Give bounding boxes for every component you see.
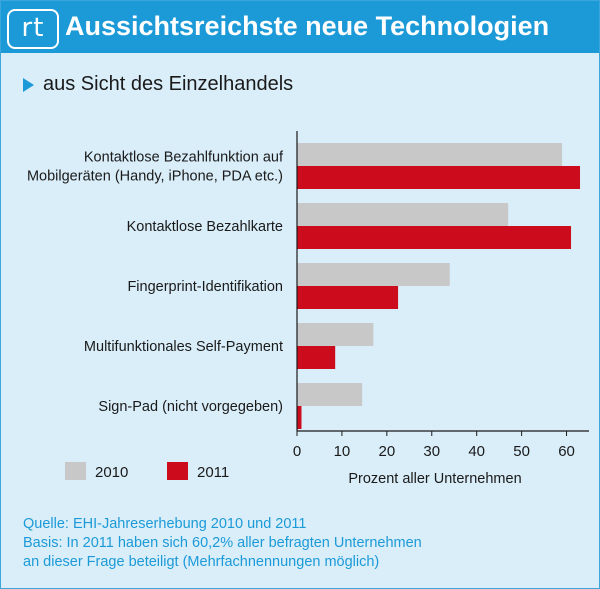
bar-2011-4 xyxy=(297,406,302,429)
x-tick-label-2: 20 xyxy=(379,443,396,460)
logo-text: rt xyxy=(21,13,45,43)
x-tick-label-0: 0 xyxy=(293,443,301,460)
category-label-1-0: Kontaktlose Bezahlkarte xyxy=(127,219,283,235)
chart-title: Aussichtsreichste neue Technologien xyxy=(65,11,550,41)
triangle-bullet-icon xyxy=(23,78,34,92)
bar-chart: Kontaktlose Bezahlfunktion auf Mobilgerät… xyxy=(27,131,589,487)
legend-swatch-2011 xyxy=(167,462,188,480)
legend-label-2011: 2011 xyxy=(197,464,229,481)
bar-2011-3 xyxy=(297,346,336,369)
footer-line-basis: Basis: In 2011 haben sich 60,2% aller be… xyxy=(23,535,422,551)
category-label-4-0: Sign-Pad (nicht vorgegeben) xyxy=(98,399,283,415)
x-axis-title: Prozent aller Unternehmen xyxy=(348,471,521,487)
bar-2010-2 xyxy=(297,263,450,286)
bar-2011-0 xyxy=(297,166,581,189)
footer-line-note: an dieser Frage beteiligt (Mehrfachnennu… xyxy=(23,554,380,570)
x-tick-label-5: 50 xyxy=(513,443,530,460)
bar-2010-4 xyxy=(297,383,363,406)
header-bar: rt Aussichtsreichste neue Technologien xyxy=(1,1,599,53)
footer-line-source: Quelle: EHI-Jahreserhebung 2010 und 2011 xyxy=(23,516,307,532)
category-label-0-1: Mobilgeräten (Handy, iPhone, PDA etc.) xyxy=(27,169,283,185)
bar-2010-1 xyxy=(297,203,509,226)
bar-2011-1 xyxy=(297,226,572,249)
chart-subtitle: aus Sicht des Einzelhandels xyxy=(43,73,294,95)
bar-2011-2 xyxy=(297,286,399,309)
category-label-3-0: Multifunktionales Self-Payment xyxy=(84,339,283,355)
legend-swatch-2010 xyxy=(65,462,86,480)
category-label-0-0: Kontaktlose Bezahlfunktion auf xyxy=(84,150,284,166)
source-note: Quelle: EHI-Jahreserhebung 2010 und 2011… xyxy=(23,515,583,572)
x-tick-label-3: 30 xyxy=(423,443,440,460)
x-tick-label-6: 60 xyxy=(558,443,575,460)
rt-logo: rt xyxy=(7,9,59,49)
x-tick-label-4: 40 xyxy=(468,443,485,460)
category-label-2-0: Fingerprint-Identifikation xyxy=(127,279,283,295)
legend-label-2010: 2010 xyxy=(95,464,128,481)
bar-2010-3 xyxy=(297,323,374,346)
x-tick-label-1: 10 xyxy=(334,443,351,460)
bar-2010-0 xyxy=(297,143,563,166)
